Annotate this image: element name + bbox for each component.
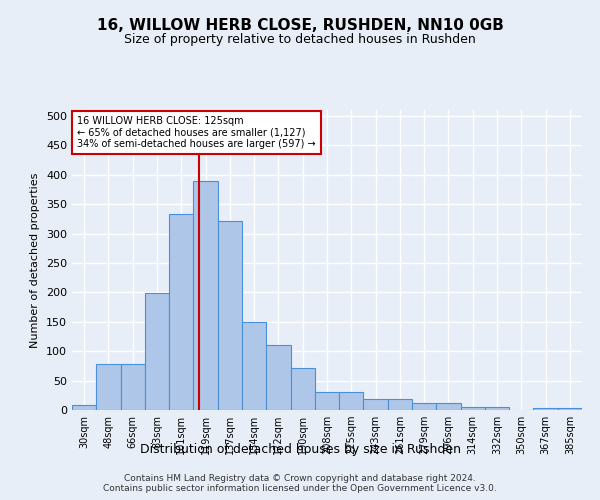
- Bar: [558, 408, 582, 410]
- Bar: [533, 408, 558, 410]
- Bar: [121, 364, 145, 410]
- Bar: [145, 293, 169, 410]
- Text: Size of property relative to detached houses in Rushden: Size of property relative to detached ho…: [124, 32, 476, 46]
- Bar: [193, 180, 218, 410]
- Bar: [315, 392, 339, 410]
- Bar: [339, 392, 364, 410]
- Bar: [72, 404, 96, 410]
- Bar: [266, 346, 290, 410]
- Bar: [388, 399, 412, 410]
- Bar: [96, 364, 121, 410]
- Bar: [461, 407, 485, 410]
- Bar: [169, 214, 193, 410]
- Bar: [364, 399, 388, 410]
- Text: Distribution of detached houses by size in Rushden: Distribution of detached houses by size …: [139, 442, 461, 456]
- Bar: [218, 220, 242, 410]
- Y-axis label: Number of detached properties: Number of detached properties: [31, 172, 40, 348]
- Text: Contains public sector information licensed under the Open Government Licence v3: Contains public sector information licen…: [103, 484, 497, 493]
- Bar: [485, 407, 509, 410]
- Text: 16, WILLOW HERB CLOSE, RUSHDEN, NN10 0GB: 16, WILLOW HERB CLOSE, RUSHDEN, NN10 0GB: [97, 18, 503, 32]
- Text: 16 WILLOW HERB CLOSE: 125sqm
← 65% of detached houses are smaller (1,127)
34% of: 16 WILLOW HERB CLOSE: 125sqm ← 65% of de…: [77, 116, 316, 149]
- Text: Contains HM Land Registry data © Crown copyright and database right 2024.: Contains HM Land Registry data © Crown c…: [124, 474, 476, 483]
- Bar: [290, 368, 315, 410]
- Bar: [412, 403, 436, 410]
- Bar: [242, 322, 266, 410]
- Bar: [436, 403, 461, 410]
